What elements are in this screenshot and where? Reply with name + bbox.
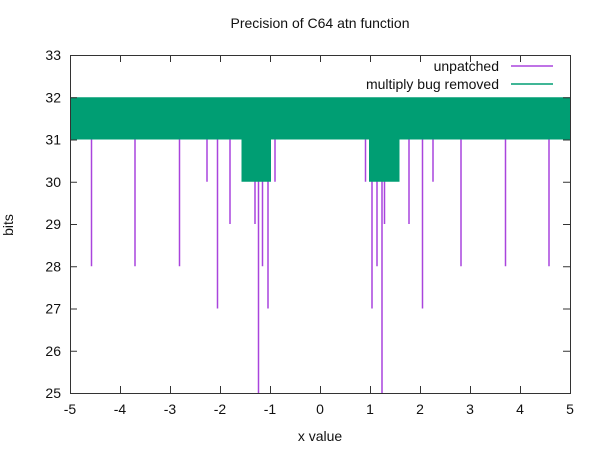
band-dip bbox=[241, 139, 271, 182]
legend-item-bug-removed: multiply bug removed bbox=[366, 76, 553, 92]
x-tick-label: 0 bbox=[316, 401, 324, 417]
legend-line-sample-unpatched bbox=[511, 65, 553, 67]
y-tick-label: 27 bbox=[45, 301, 61, 317]
legend-label-bug-removed: multiply bug removed bbox=[365, 76, 499, 92]
x-tick-label: -2 bbox=[214, 401, 227, 417]
y-tick-label: 30 bbox=[45, 174, 61, 190]
x-tick-label: 5 bbox=[566, 401, 574, 417]
x-axis-label: x value bbox=[297, 428, 343, 444]
legend: unpatched multiply bug removed bbox=[366, 58, 553, 92]
y-tick-label: 28 bbox=[45, 258, 61, 274]
legend-item-unpatched: unpatched bbox=[434, 58, 553, 74]
x-tick-label: 3 bbox=[466, 401, 474, 417]
y-tick-label: 26 bbox=[45, 343, 61, 359]
x-tick-label: 4 bbox=[516, 401, 524, 417]
y-tick-label: 29 bbox=[45, 216, 61, 232]
y-tick-label: 32 bbox=[45, 89, 61, 105]
y-tick-label: 31 bbox=[45, 132, 61, 148]
x-tick-label: -3 bbox=[164, 401, 177, 417]
y-tick-label: 25 bbox=[45, 385, 61, 401]
x-tick-label: -5 bbox=[64, 401, 77, 417]
legend-label-unpatched: unpatched bbox=[433, 58, 499, 74]
legend-line-sample-bug-removed bbox=[511, 83, 553, 85]
chart-title: Precision of C64 atn function bbox=[230, 15, 410, 31]
x-tick-label: -1 bbox=[264, 401, 277, 417]
band-multiply-bug-removed bbox=[70, 97, 570, 140]
x-tick-label: 2 bbox=[416, 401, 424, 417]
x-tick-label: 1 bbox=[366, 401, 374, 417]
x-tick-label: -4 bbox=[114, 401, 127, 417]
band-dip bbox=[369, 139, 400, 182]
y-tick-label: 33 bbox=[45, 47, 61, 63]
